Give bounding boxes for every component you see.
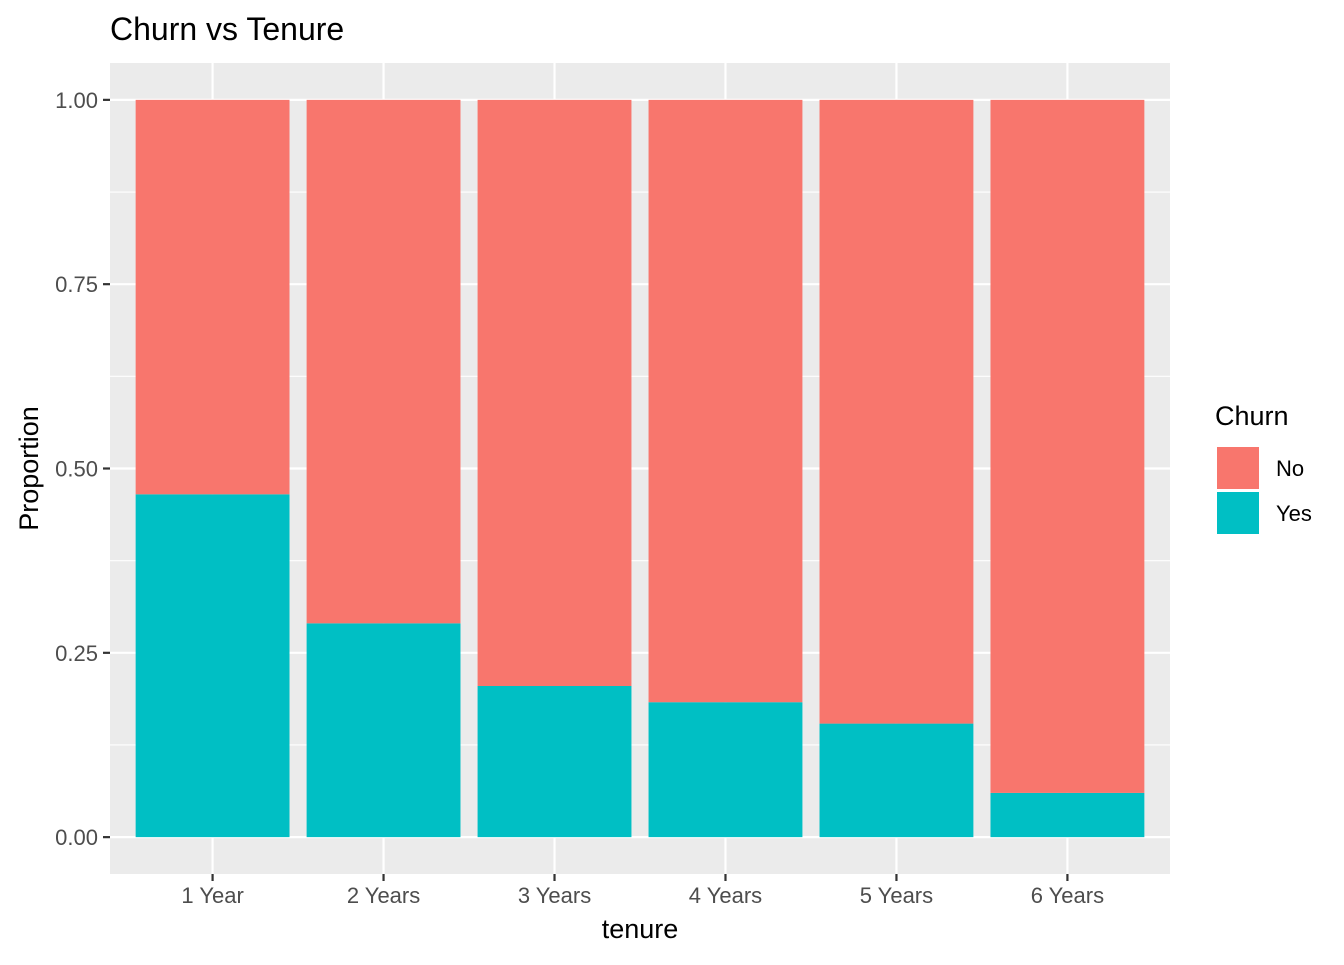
x-tick-label: 3 Years [518,883,591,908]
x-tick-label: 5 Years [860,883,933,908]
y-tick-label: 1.00 [55,88,98,113]
chart-title: Churn vs Tenure [110,11,344,47]
x-axis: 1 Year 2 Years 3 Years 4 Years 5 Years 6 Year… [181,874,1104,908]
legend-label-no: No [1276,456,1304,481]
legend-key-yes [1215,490,1261,536]
bar-segment-no-5 [819,99,974,724]
legend-key-no [1215,445,1261,491]
bar-segment-yes-2 [306,623,461,838]
x-tick-label: 6 Years [1031,883,1104,908]
bar-segment-no-6 [990,99,1145,793]
bar-segment-no-2 [306,99,461,624]
legend-title: Churn [1215,401,1289,431]
bar-segment-yes-1 [135,494,290,838]
y-tick-label: 0.25 [55,641,98,666]
legend-label-yes: Yes [1276,501,1312,526]
legend-items: No Yes [1215,445,1312,536]
bars-group [135,99,1145,838]
x-tick-label: 4 Years [689,883,762,908]
y-tick-label: 0.75 [55,272,98,297]
bar-segment-yes-5 [819,723,974,838]
bar-segment-no-3 [477,99,632,686]
x-tick-label: 1 Year [181,883,243,908]
bar-segment-no-4 [648,99,803,703]
legend: Churn No Yes [1215,401,1312,536]
bar-segment-no-1 [135,99,290,495]
bar-segment-yes-3 [477,685,632,838]
y-tick-label: 0.00 [55,825,98,850]
x-tick-label: 2 Years [347,883,420,908]
x-axis-title: tenure [602,914,679,944]
y-axis: 0.00 0.25 0.50 0.75 1.00 [55,88,110,850]
y-tick-label: 0.50 [55,457,98,482]
y-axis-title: Proportion [14,406,44,531]
bar-segment-yes-6 [990,792,1145,838]
bar-segment-yes-4 [648,702,803,838]
